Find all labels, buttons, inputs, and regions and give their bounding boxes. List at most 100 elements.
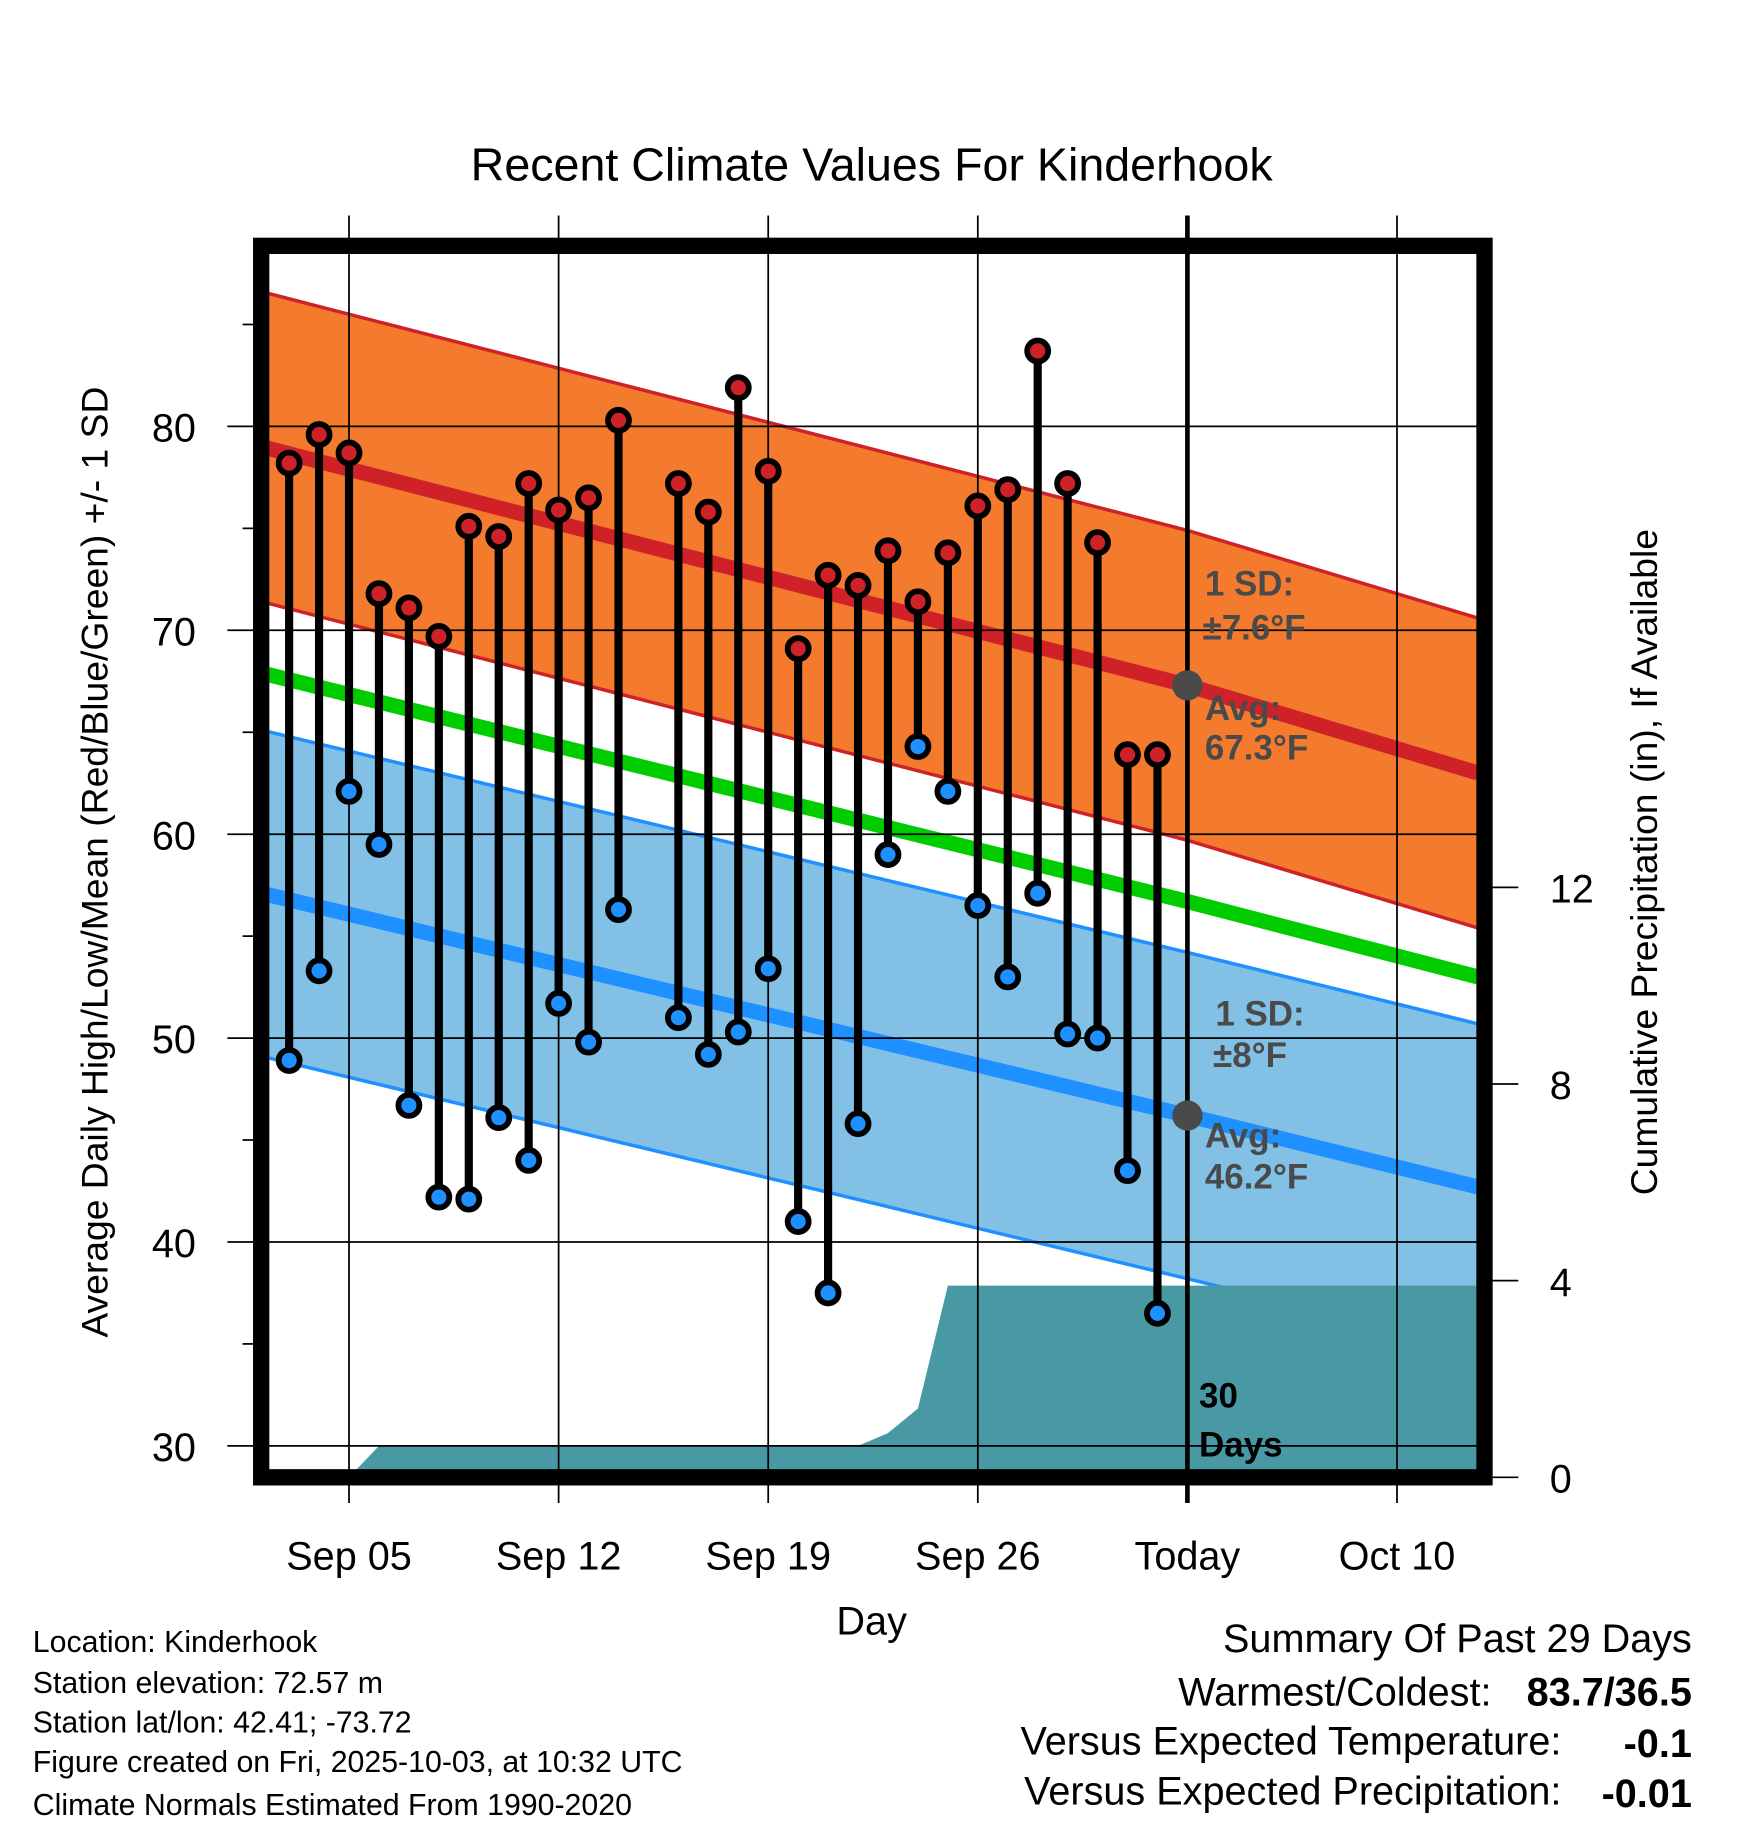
low-temp-dot	[575, 1028, 602, 1056]
observation-sep-30	[1084, 529, 1111, 1052]
observation-sep-26	[964, 492, 992, 919]
y-right-tick-label: 4	[1550, 1261, 1572, 1305]
observation-sep-14	[605, 406, 632, 924]
plot-area	[262, 290, 1481, 1478]
low-temp-dot	[275, 1047, 303, 1074]
high-temp-dot	[275, 449, 303, 477]
y-right-tick-label: 12	[1550, 867, 1594, 911]
observation-sep-08	[425, 623, 453, 1211]
x-axis-label: Day	[836, 1600, 907, 1644]
high-temp-dot	[1144, 741, 1171, 769]
annotation-low-sd-line2: ±8°F	[1213, 1036, 1287, 1075]
x-tick-label: Sep 26	[915, 1534, 1041, 1578]
high-temp-dot	[754, 457, 782, 485]
x-tick-label: Oct 10	[1339, 1534, 1456, 1578]
observation-sep-27	[994, 476, 1022, 991]
low-temp-dot	[335, 777, 363, 805]
observation-sep-05	[335, 439, 363, 805]
observation-oct-02	[1144, 741, 1171, 1327]
low-temp-dot	[1144, 1299, 1171, 1327]
summary-precip-value: -0.01	[1602, 1772, 1692, 1816]
y-tick-label: 40	[152, 1222, 196, 1266]
observation-sep-25	[934, 539, 962, 805]
info-latlon: Station lat/lon: 42.41; -73.72	[33, 1706, 412, 1739]
low-temp-dot	[395, 1091, 423, 1119]
summary-warmest-label: Warmest/Coldest:	[1178, 1671, 1491, 1715]
info-location: Location: Kinderhook	[33, 1626, 318, 1659]
y-tick-label: 80	[152, 407, 196, 451]
observation-sep-28	[1024, 337, 1052, 907]
x-tick-label: Today	[1135, 1534, 1241, 1578]
observation-sep-17	[694, 498, 722, 1068]
today-low-avg-marker	[1172, 1100, 1203, 1131]
observation-sep-09	[455, 512, 483, 1213]
summary-title: Summary Of Past 29 Days	[1223, 1617, 1692, 1661]
summary-precip-label: Versus Expected Precipitation:	[1024, 1770, 1561, 1814]
low-temp-dot	[1054, 1020, 1082, 1048]
plot-frame	[253, 237, 1493, 1486]
chart-title: Recent Climate Values For Kinderhook	[471, 139, 1274, 191]
window-days-number: 30	[1199, 1376, 1238, 1415]
info-elevation: Station elevation: 72.57 m	[33, 1667, 383, 1700]
low-temp-dot	[1114, 1157, 1141, 1185]
low-temp-dot	[694, 1040, 722, 1068]
high-temp-dot	[515, 470, 543, 497]
info-created: Figure created on Fri, 2025-10-03, at 10…	[33, 1746, 683, 1779]
observation-sep-13	[575, 484, 602, 1056]
observation-sep-23	[874, 537, 902, 868]
summary-warmest-value: 83.7/36.5	[1527, 1671, 1692, 1715]
y-tick-label: 30	[152, 1426, 196, 1470]
low-temp-dot	[724, 1018, 752, 1046]
x-tick-label: Sep 12	[496, 1534, 622, 1578]
low-temp-dot	[1084, 1024, 1111, 1052]
high-temp-dot	[874, 537, 902, 565]
high-temp-dot	[1084, 529, 1111, 557]
low-temp-dot	[425, 1183, 453, 1211]
low-temp-dot	[814, 1279, 842, 1307]
high-temp-dot	[1024, 337, 1052, 365]
annotation-high-sd-line1: 1 SD:	[1205, 564, 1294, 603]
high-temp-dot	[784, 635, 812, 663]
observation-sep-12	[545, 496, 573, 1017]
low-temp-dot	[365, 830, 393, 858]
low-temp-dot	[904, 733, 932, 760]
observation-sep-06	[365, 580, 393, 858]
y-axis-right-label: Cumulative Precipitation (in), If Availa…	[1623, 529, 1665, 1195]
annotation-high-avg-line1: Avg:	[1205, 689, 1281, 728]
annotation-low-avg-line2: 46.2°F	[1205, 1157, 1308, 1196]
high-temp-dot	[455, 512, 483, 540]
observation-sep-22	[844, 572, 872, 1138]
summary: Summary Of Past 29 Days Warmest/Coldest:…	[1020, 1617, 1691, 1816]
low-temp-dot	[455, 1185, 483, 1213]
low-temp-dot	[485, 1104, 513, 1131]
axes: Sep 05 Sep 12 Sep 19 Sep 26 Today Oct 1030405…	[152, 215, 1594, 1578]
low-temp-dot	[994, 963, 1022, 991]
y-tick-label: 50	[152, 1018, 196, 1062]
high-temp-dot	[485, 523, 513, 550]
high-temp-dot	[904, 588, 932, 616]
high-temp-dot	[305, 421, 333, 448]
high-temp-dot	[605, 406, 632, 434]
annotation-high-sd-line2: ±7.6°F	[1203, 609, 1306, 648]
window-days-label: Days	[1199, 1425, 1283, 1464]
observation-sep-03	[275, 449, 303, 1074]
high-temp-dot	[335, 439, 363, 467]
today-high-avg-marker	[1172, 670, 1203, 701]
low-temp-dot	[964, 892, 992, 919]
summary-temp-value: -0.1	[1624, 1722, 1692, 1766]
high-temp-dot	[814, 561, 842, 589]
high-temp-dot	[844, 572, 872, 599]
high-temp-dot	[664, 470, 692, 497]
high-temp-dot	[934, 539, 962, 567]
low-temp-dot	[874, 841, 902, 868]
observation-sep-21	[814, 561, 842, 1307]
observation-sep-18	[724, 374, 752, 1046]
annotation-low-sd-line1: 1 SD:	[1215, 994, 1304, 1033]
high-temp-dot	[994, 476, 1022, 504]
observation-sep-11	[515, 470, 543, 1174]
high-temp-dot	[575, 484, 602, 512]
observation-oct-01	[1114, 741, 1141, 1185]
y-right-tick-label: 0	[1550, 1457, 1572, 1501]
annotation-low-avg-line1: Avg:	[1205, 1117, 1281, 1156]
